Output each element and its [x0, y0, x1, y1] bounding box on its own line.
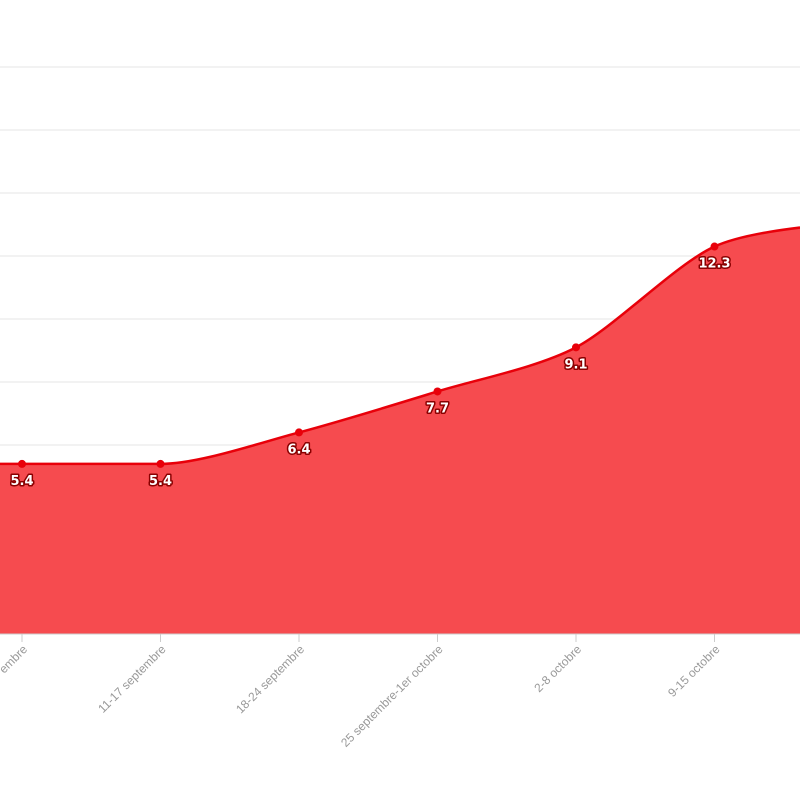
data-label: 6.4 [287, 442, 310, 457]
data-label: 5.4 [10, 474, 33, 489]
x-tick-label: 18-24 septembre [233, 642, 307, 716]
x-tick-label: 11-17 septembre [95, 642, 169, 716]
series-area [0, 227, 800, 634]
data-labels: 5.4 5.4 6.4 7.7 9.1 12.3 [9, 255, 732, 490]
data-label: 12.3 [698, 257, 730, 272]
x-tick-label: 9-15 octobre [665, 642, 723, 700]
data-point [295, 428, 303, 437]
x-tick-labels: embre 11-17 septembre 18-24 septembre 25 se… [0, 642, 723, 750]
data-points [18, 242, 719, 468]
data-point [710, 242, 719, 251]
data-label: 9.1 [564, 357, 587, 372]
data-label: 5.4 [149, 474, 172, 489]
x-tick-label: 2-8 octobre [531, 642, 584, 695]
x-tick-label: embre [0, 642, 30, 676]
series-line [0, 226, 800, 466]
data-point [18, 459, 26, 468]
x-tick-label: 25 septembre-1er octobre [338, 642, 446, 750]
data-label: 7.7 [426, 401, 449, 416]
data-point [156, 459, 165, 468]
data-point [572, 343, 580, 352]
x-ticks [21, 634, 715, 642]
data-point [433, 387, 442, 396]
